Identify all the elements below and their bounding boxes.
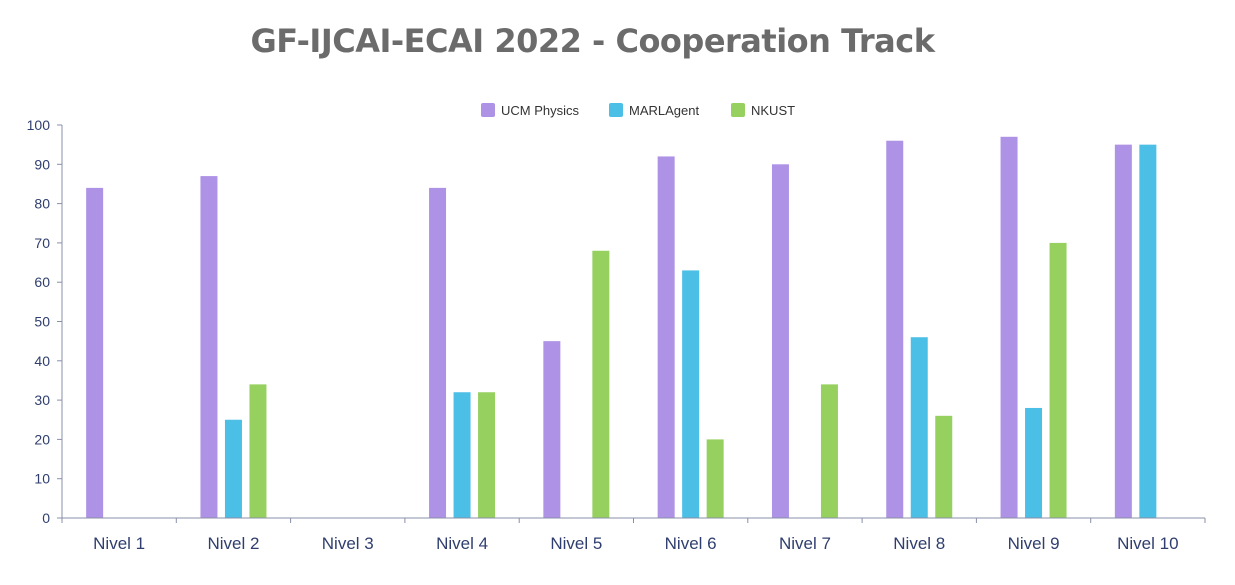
bar-nkust-nivel-9 — [1049, 242, 1067, 518]
y-tick-label: 60 — [34, 274, 50, 290]
x-tick-label: Nivel 6 — [665, 534, 717, 553]
bar-marlagent-nivel-4 — [453, 392, 471, 518]
legend-label: MARLAgent — [629, 103, 699, 118]
bar-marlagent-nivel-9 — [1025, 407, 1043, 518]
y-tick-label: 90 — [34, 156, 50, 172]
bar-marlagent-nivel-6 — [682, 270, 700, 518]
y-tick-label: 0 — [42, 510, 50, 526]
x-tick-label: Nivel 4 — [436, 534, 488, 553]
bar-ucm-physics-nivel-7 — [771, 164, 789, 519]
bar-marlagent-nivel-10 — [1139, 144, 1157, 518]
y-tick-label: 40 — [34, 353, 50, 369]
y-tick-label: 20 — [34, 431, 50, 447]
y-axis: 0 10 20 30 40 50 60 70 80 90 100 — [27, 117, 63, 526]
x-tick-label: Nivel 1 — [93, 534, 145, 553]
y-tick-label: 70 — [34, 235, 50, 251]
bar-marlagent-nivel-8 — [910, 337, 928, 518]
y-tick-label: 50 — [34, 314, 50, 330]
bar-ucm-physics-nivel-1 — [86, 187, 104, 518]
bar-marlagent-nivel-2 — [224, 419, 242, 518]
y-tick-label: 80 — [34, 196, 50, 212]
bar-ucm-physics-nivel-8 — [886, 140, 904, 518]
y-tick-label: 10 — [34, 471, 50, 487]
legend: UCM Physics MARLAgent NKUST — [481, 103, 795, 118]
legend-swatch — [731, 103, 745, 117]
chart-title: GF-IJCAI-ECAI 2022 - Cooperation Track — [250, 22, 936, 60]
x-tick-label: Nivel 10 — [1117, 534, 1178, 553]
x-tick-label: Nivel 2 — [207, 534, 259, 553]
bar-ucm-physics-nivel-5 — [543, 341, 561, 518]
bar-nkust-nivel-8 — [935, 415, 953, 518]
bar-ucm-physics-nivel-6 — [657, 156, 675, 518]
legend-swatch — [609, 103, 623, 117]
x-tick-label: Nivel 9 — [1008, 534, 1060, 553]
legend-label: NKUST — [751, 103, 795, 118]
bar-nkust-nivel-6 — [706, 439, 724, 518]
bars — [86, 136, 1157, 519]
bar-ucm-physics-nivel-2 — [200, 176, 218, 518]
x-tick-label: Nivel 5 — [550, 534, 602, 553]
x-tick-label: Nivel 3 — [322, 534, 374, 553]
x-axis: Nivel 1 Nivel 2 Nivel 3 Nivel 4 Nivel 5 Nivel… — [61, 517, 1206, 553]
bar-nkust-nivel-2 — [249, 384, 267, 518]
legend-label: UCM Physics — [501, 103, 580, 118]
x-tick-label: Nivel 8 — [893, 534, 945, 553]
legend-swatch — [481, 103, 495, 117]
bar-ucm-physics-nivel-4 — [429, 187, 447, 518]
x-tick-label: Nivel 7 — [779, 534, 831, 553]
bar-nkust-nivel-5 — [592, 250, 610, 518]
bar-nkust-nivel-7 — [820, 384, 838, 518]
y-tick-label: 30 — [34, 392, 50, 408]
bar-ucm-physics-nivel-10 — [1114, 144, 1132, 518]
y-tick-label: 100 — [27, 117, 51, 133]
bar-nkust-nivel-4 — [478, 392, 496, 518]
bar-ucm-physics-nivel-9 — [1000, 136, 1018, 519]
